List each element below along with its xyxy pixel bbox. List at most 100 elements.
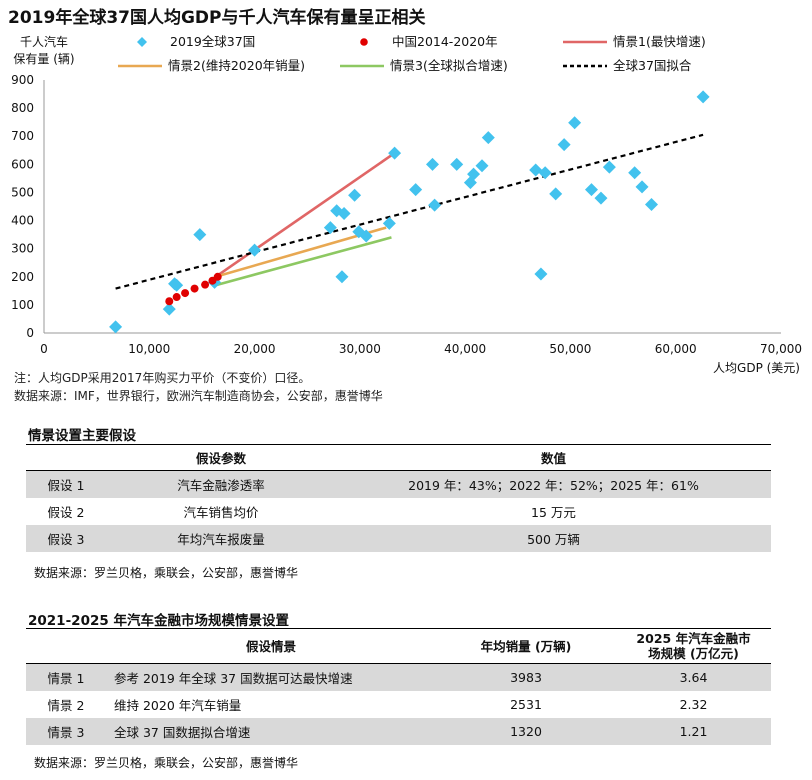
table-header-cell [26,629,106,664]
table-header-cell: 假设情景 [245,638,296,654]
table-cell: 15 万元 [531,505,576,520]
chart-source: 数据来源：IMF，世界银行，欧洲汽车制造商协会，公安部，惠誉博华 [14,389,383,403]
country-point [635,180,649,194]
china-point [190,284,199,293]
table-header-row: 假设参数 数值 [26,444,771,471]
country-point [584,183,598,197]
country-point [538,166,552,180]
header-line: 2025 年汽车金融市 [636,631,751,646]
country-point [475,159,489,173]
country-point [323,221,337,235]
table-cell: 3983 [436,663,616,691]
x-tick-label: 10,000 [128,342,170,356]
y-tick-label: 100 [11,298,34,312]
y-tick-label: 0 [26,326,34,340]
table1-title: 情景设置主要假设 [28,428,136,444]
table-cell: 1320 [436,718,616,745]
table-cell: 汽车金融渗透率 [106,470,336,498]
legend-label: 2019全球37国 [170,34,255,49]
country-point [644,198,658,212]
country-point [534,267,548,281]
table-row: 情景 2 维持 2020 年汽车销量 2531 2.32 [26,691,771,718]
table-cell: 500 万辆 [336,525,771,552]
y-tick-label: 800 [11,101,34,115]
table-header-cell: 数值 [540,451,566,466]
table-header-cell: 年均销量 (万辆) [480,638,572,654]
table-cell: 2019 年：43%；2022 年：52%；2025 年：61% [336,470,771,498]
table-row: 假设 1 汽车金融渗透率 2019 年：43%；2022 年：52%；2025 … [26,470,771,498]
table-cell: 参考 2019 年全球 37 国数据可达最快增速 [106,663,436,691]
country-point [388,146,402,160]
x-tick-label: 70,000 [760,342,802,356]
table-cell: 2531 [510,697,542,712]
y-tick-label: 200 [11,270,34,284]
china-point [181,289,190,298]
country-point [359,229,373,243]
country-point [409,183,423,197]
table-cell: 全球 37 国数据拟合增速 [106,718,436,745]
country-point [162,302,176,316]
country-point [348,188,362,202]
country-point [467,167,481,181]
x-tick-label: 20,000 [234,342,276,356]
x-tick-label: 50,000 [549,342,591,356]
china-point [201,280,210,289]
table-cell: 假设 2 [47,505,85,520]
china-point [213,272,222,281]
table2-title: 2021-2025 年汽车金融市场规模情景设置 [28,613,289,629]
country-point [335,270,349,284]
table-row: 情景 1 参考 2019 年全球 37 国数据可达最快增速 3983 3.64 [26,663,771,691]
scenario1-line [214,152,396,278]
table-cell: 假设 1 [26,470,106,498]
legend-label: 情景1(最快增速) [613,34,706,49]
table2-source: 数据来源：罗兰贝格，乘联会，公安部，惠誉博华 [34,756,299,770]
table-cell: 1.21 [616,718,771,745]
x-tick-label: 60,000 [655,342,697,356]
china-point [172,293,181,302]
chart-title: 2019年全球37国人均GDP与千人汽车保有量呈正相关 [8,8,426,28]
table-cell: 年均汽车报废量 [106,525,336,552]
country-point [382,216,396,230]
country-point [426,157,440,171]
table-header-cell: 2025 年汽车金融市 场规模 (万亿元) [616,629,771,664]
table-cell: 3.64 [616,663,771,691]
y-tick-label: 400 [11,214,34,228]
country-point [481,131,495,145]
country-point [594,191,608,205]
x-tick-label: 40,000 [444,342,486,356]
table-header-cell: 假设参数 [195,451,246,466]
x-tick-label: 30,000 [339,342,381,356]
country-point [549,187,563,201]
y-tick-label: 600 [11,157,34,171]
y-axis-label: 保有量 (辆) [13,52,74,66]
y-tick-label: 900 [11,73,34,87]
legend-marker [137,37,147,47]
table-row: 情景 3 全球 37 国数据拟合增速 1320 1.21 [26,718,771,745]
country-point [248,243,262,257]
country-point [557,138,571,152]
assumptions-table: 假设参数 数值 假设 1 汽车金融渗透率 2019 年：43%；2022 年：5… [26,444,771,552]
table-cell: 汽车销售均价 [183,505,259,520]
country-point [628,166,642,180]
country-point [337,207,351,221]
table-row: 假设 3 年均汽车报废量 500 万辆 [26,525,771,552]
table-cell: 情景 1 [26,663,106,691]
country-point [428,198,442,212]
table1-source: 数据来源：罗兰贝格，乘联会，公安部，惠誉博华 [34,566,299,580]
y-tick-label: 700 [11,129,34,143]
table-cell: 假设 3 [26,525,106,552]
country-point [193,228,207,242]
table-header-row: 假设情景 年均销量 (万辆) 2025 年汽车金融市 场规模 (万亿元) [26,628,771,664]
country-point [529,163,543,177]
x-tick-label: 0 [40,342,48,356]
country-point [568,116,582,130]
country-point [602,160,616,174]
y-tick-label: 300 [11,242,34,256]
country-point [450,157,464,171]
legend-marker [360,38,368,46]
x-axis-label: 人均GDP (美元) [713,361,800,375]
scenarios-table: 假设情景 年均销量 (万辆) 2025 年汽车金融市 场规模 (万亿元) 情景 … [26,628,771,745]
header-line: 场规模 (万亿元) [648,646,739,661]
table-header-cell [26,445,106,471]
table-cell: 维持 2020 年汽车销量 [114,698,242,713]
